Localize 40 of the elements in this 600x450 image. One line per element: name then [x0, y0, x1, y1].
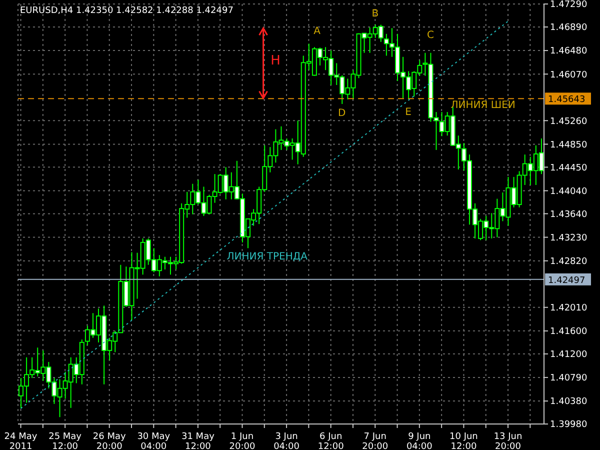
annotation: B [372, 8, 379, 20]
x-tick-label: 31 May 12:00 [181, 432, 216, 450]
y-tick-label: 1.43230 [550, 233, 588, 244]
y-tick-label: 1.46890 [550, 23, 588, 34]
y-tick-label: 1.44040 [550, 186, 588, 197]
y-tick-label: 1.41600 [550, 327, 588, 338]
chart-title: EURUSD,H4 1.42350 1.42582 1.42288 1.42497 [20, 6, 234, 16]
annotation: ЛИНИЯ ТРЕНДА [226, 252, 308, 263]
x-tick-label: 6 Jun 12:00 [318, 432, 344, 450]
x-tick-label: 30 May 04:00 [137, 432, 171, 450]
x-tick-label: 25 May 12:00 [48, 432, 82, 450]
y-tick-label: 1.46480 [550, 46, 588, 57]
x-tick-label: 3 Jun 04:00 [274, 432, 300, 450]
x-tick-label: 10 Jun 12:00 [450, 432, 478, 450]
y-tick-label: 1.39980 [550, 420, 588, 430]
annotation: H [270, 53, 280, 68]
annotation: C [427, 30, 434, 41]
annotation: ЛИНИЯ ШЕИ [450, 100, 516, 111]
y-tick-label: 1.40380 [550, 397, 588, 408]
y-tick-label: 1.43640 [550, 210, 588, 220]
ref-line-label: 1.45643 [548, 95, 586, 106]
y-tick-label: 1.40790 [550, 374, 588, 384]
ref-line-label: 1.42497 [548, 276, 586, 286]
y-tick-label: 1.46070 [550, 70, 588, 80]
annotation: A [314, 26, 321, 37]
y-tick-label: 1.42010 [550, 304, 588, 314]
x-tick-label: 7 Jun 20:00 [362, 432, 388, 450]
annotation: D [338, 108, 346, 120]
annotation: E [405, 106, 412, 118]
y-tick-label: 1.45260 [550, 116, 588, 127]
y-tick-label: 1.41200 [550, 350, 588, 360]
y-tick-label: 1.42820 [550, 257, 588, 268]
x-tick-label: 9 Jun 04:00 [406, 432, 433, 450]
y-tick-label: 1.44450 [550, 163, 588, 174]
x-tick-label: 13 Jun 20:00 [494, 432, 522, 450]
x-tick-label: 24 May 2011 [4, 432, 38, 450]
x-tick-label: 1 Jun 20:00 [229, 432, 256, 450]
y-tick-label: 1.44850 [550, 140, 588, 150]
y-tick-label: 1.47290 [550, 0, 588, 10]
x-tick-label: 26 May 20:00 [92, 432, 126, 450]
